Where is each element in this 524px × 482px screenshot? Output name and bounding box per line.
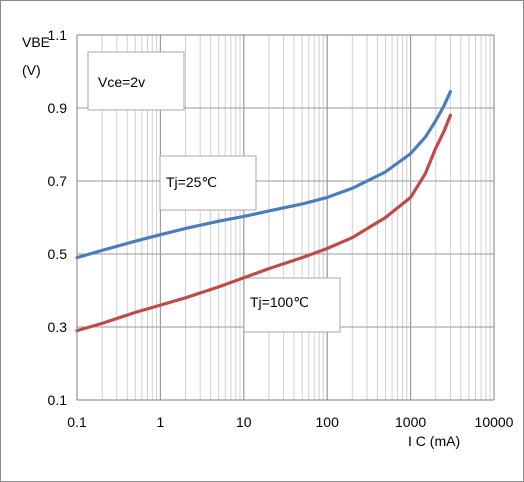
chart-series — [75, 89, 452, 333]
annotation-label: Vce=2v — [98, 74, 146, 90]
y-tick-label: 0.3 — [47, 319, 67, 335]
annotation-label: Tj=25℃ — [166, 174, 218, 190]
annotation-box — [243, 277, 341, 333]
x-tick-label: 10000 — [474, 414, 514, 430]
annotation-box — [87, 51, 185, 111]
chart-axes — [76, 34, 495, 401]
series-line-2 — [75, 113, 452, 333]
annotation-label: Tj=100℃ — [250, 294, 309, 310]
y-axis-label-line2: (V) — [22, 62, 41, 78]
x-tick-label: 0.1 — [67, 414, 87, 430]
x-tick-label: 1 — [156, 414, 165, 430]
y-tick-label: 0.5 — [47, 246, 67, 262]
y-tick-label: 1.1 — [47, 27, 67, 43]
annotation-box — [159, 155, 257, 211]
series-line-1 — [75, 89, 452, 260]
x-tick-label: 100 — [315, 414, 339, 430]
y-tick-label: 0.1 — [47, 392, 67, 408]
y-tick-label: 0.7 — [47, 173, 67, 189]
annotation-boxes — [87, 51, 341, 333]
chart-grid — [76, 34, 495, 401]
x-axis-label: I C (mA) — [408, 433, 461, 449]
x-tick-label: 1000 — [395, 414, 427, 430]
y-tick-label: 0.9 — [47, 100, 67, 116]
y-axis-label-line1: VBE — [22, 34, 51, 50]
x-tick-label: 10 — [236, 414, 252, 430]
